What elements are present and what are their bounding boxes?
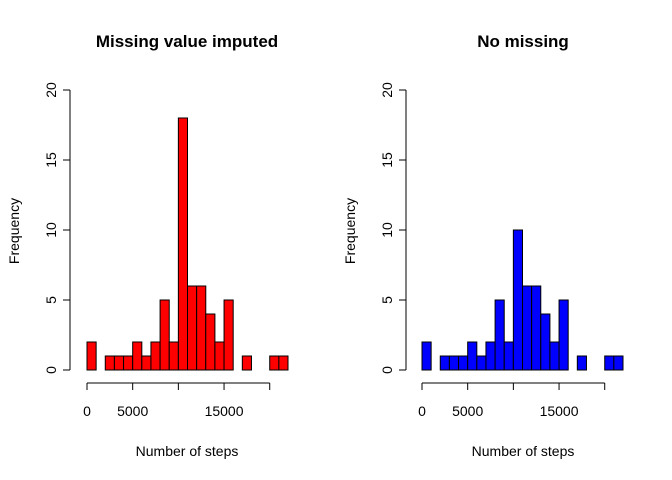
chart-title: Missing value imputed (96, 32, 278, 51)
histogram-bar (223, 299, 234, 371)
histogram-bar (558, 299, 569, 371)
histogram-bar (576, 355, 587, 371)
histogram-bar (132, 341, 143, 371)
histogram-bar (269, 355, 280, 371)
histogram-bar (549, 341, 560, 371)
histogram-bar (168, 341, 179, 371)
y-axis-label: Frequency (342, 198, 358, 264)
x-tick-label: 15000 (205, 403, 244, 419)
histogram-bar (214, 341, 225, 371)
x-tick-label: 5000 (452, 403, 483, 419)
histogram-bar (150, 341, 161, 371)
x-tick-label: 0 (418, 403, 426, 419)
x-axis-label: Number of steps (472, 443, 575, 459)
histogram-bar (241, 355, 252, 371)
histogram-bar (458, 355, 469, 371)
histogram-bar (531, 285, 542, 371)
y-tick-label: 20 (43, 82, 59, 98)
histogram-bar (476, 355, 487, 371)
y-tick-label: 0 (43, 366, 59, 374)
histogram-bar (485, 341, 496, 371)
histogram-bar (503, 341, 514, 371)
y-tick-label: 15 (43, 152, 59, 168)
y-axis: 0 5 10 15 20 (43, 82, 71, 374)
histogram-bar (522, 285, 533, 371)
x-tick-label: 5000 (117, 403, 148, 419)
x-tick-label: 15000 (540, 403, 579, 419)
y-tick-label: 20 (379, 82, 395, 98)
histogram-bar (494, 299, 505, 371)
right-histogram-panel: No missing 0 5 10 15 20 0 5000 15000 Number of… (342, 32, 624, 459)
bars (86, 117, 289, 371)
y-tick-label: 0 (379, 366, 395, 374)
histogram-bar (421, 341, 432, 371)
y-axis-label: Frequency (6, 198, 22, 264)
histogram-bar (512, 229, 523, 371)
bars (421, 229, 624, 371)
chart-title: No missing (477, 32, 569, 51)
y-tick-label: 15 (379, 152, 395, 168)
x-tick-label: 0 (83, 403, 91, 419)
x-axis: 0 5000 15000 (83, 382, 271, 419)
histogram-bar (104, 355, 115, 371)
y-axis: 0 5 10 15 20 (379, 82, 407, 374)
histogram-bar (205, 313, 216, 371)
x-axis-label: Number of steps (136, 443, 239, 459)
histogram-bar (177, 117, 189, 371)
histogram-bar (540, 313, 551, 371)
x-axis: 0 5000 15000 (418, 382, 606, 419)
y-tick-label: 10 (43, 222, 59, 238)
histogram-bar (123, 355, 134, 371)
left-histogram-panel: Missing value imputed 0 5 10 15 20 0 5000 1500… (6, 32, 289, 459)
y-tick-label: 10 (379, 222, 395, 238)
histogram-bar (86, 341, 97, 371)
histogram-bar (278, 355, 289, 371)
histogram-bar (604, 355, 615, 371)
histogram-bar (196, 285, 207, 371)
y-tick-label: 5 (379, 296, 395, 304)
histogram-bar (467, 341, 478, 371)
histogram-bar (159, 299, 170, 371)
histogram-bar (613, 355, 624, 371)
histogram-bar (113, 355, 125, 371)
histogram-bar (141, 355, 152, 371)
histogram-bar (448, 355, 460, 371)
histogram-bar (439, 355, 450, 371)
y-tick-label: 5 (43, 296, 59, 304)
histogram-bar (187, 285, 198, 371)
